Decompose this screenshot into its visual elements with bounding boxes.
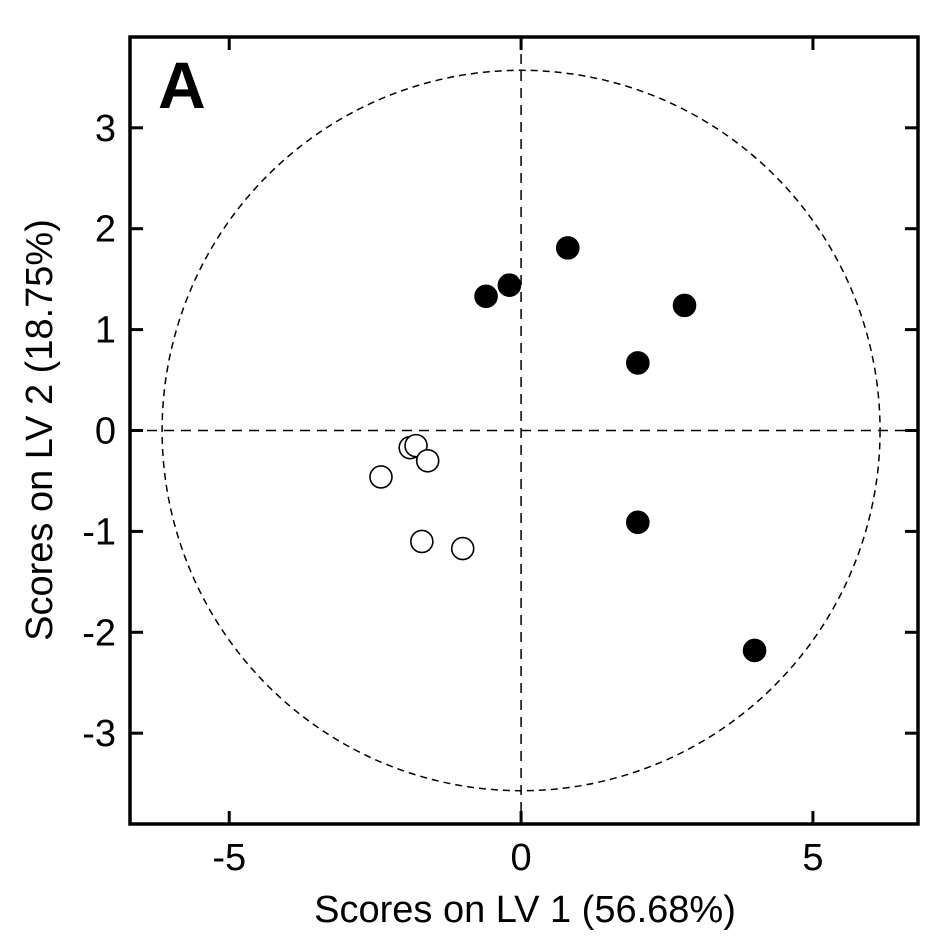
x-tick-label: 0 (511, 837, 532, 879)
y-tick-label: -1 (82, 511, 116, 553)
panel-label: A (158, 48, 206, 122)
open-point-3 (369, 465, 393, 489)
y-tick-label: 1 (95, 310, 116, 352)
open-point-2 (415, 448, 440, 473)
y-tick-label: -2 (82, 612, 116, 654)
filled-point-1 (497, 273, 522, 298)
y-tick-label: -3 (82, 713, 116, 755)
y-tick-label: 3 (95, 108, 116, 150)
plot-area: -5 0 5 -3 -2 -1 0 1 2 3 (82, 35, 920, 879)
x-axis-title: Scores on LV 1 (56.68%) (314, 889, 736, 931)
filled-point-4 (626, 351, 650, 375)
filled-point-2 (555, 236, 580, 260)
open-point-4 (410, 529, 434, 554)
filled-point-3 (672, 293, 697, 318)
filled-point-5 (626, 510, 650, 535)
filled-point-6 (742, 638, 767, 663)
open-point-5 (450, 536, 475, 561)
x-tick-label: -5 (212, 837, 246, 879)
x-tick-label: 5 (802, 837, 823, 879)
filled-point-0 (474, 284, 498, 309)
y-axis-title: Scores on LV 2 (18.75%) (19, 219, 61, 641)
y-tick-label: 0 (95, 411, 116, 453)
y-tick-label: 2 (95, 209, 116, 251)
plot-frame (128, 35, 920, 826)
